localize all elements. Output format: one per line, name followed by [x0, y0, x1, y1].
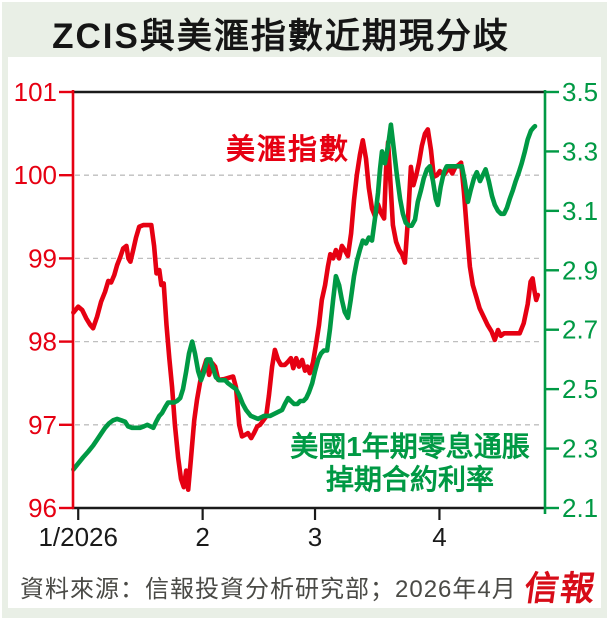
left-axis-tick-label: 97	[28, 410, 57, 440]
right-axis-tick-label: 2.1	[562, 493, 598, 523]
zcis-series-label-line1: 美國1年期零息通脹	[290, 431, 530, 462]
left-axis-tick-label: 96	[28, 493, 57, 523]
right-axis-tick-label: 2.5	[562, 374, 598, 404]
left-axis-tick-label: 98	[28, 327, 57, 357]
left-axis-tick-label: 101	[14, 77, 57, 107]
source-note: 資料來源：信報投資分析研究部；2026年4月	[20, 576, 517, 603]
right-axis-tick-label: 3.3	[562, 136, 598, 166]
series-line-usd-index	[71, 127, 541, 493]
right-axis-tick-label: 3.5	[562, 77, 598, 107]
usd-index-series-label: 美滙指數	[225, 134, 351, 166]
x-axis-tick-label: 3	[308, 522, 322, 552]
hkej-logo: 信報	[521, 571, 600, 608]
right-axis-tick-label: 3.1	[562, 196, 598, 226]
left-axis-tick-label: 100	[14, 160, 57, 190]
left-axis-tick-label: 99	[28, 243, 57, 273]
right-axis-tick-label: 2.7	[562, 315, 598, 345]
right-axis-tick-label: 2.3	[562, 434, 598, 464]
series-line-zcis	[71, 122, 538, 472]
x-axis-tick-label: 4	[432, 522, 446, 552]
right-axis-tick-label: 2.9	[562, 255, 598, 285]
chart-title: ZCIS與美滙指數近期現分歧	[52, 17, 510, 56]
x-axis-tick-label: 1/2026	[38, 522, 118, 552]
zcis-series-label-line2: 掉期合約利率	[325, 464, 495, 495]
x-axis-tick-label: 2	[195, 522, 209, 552]
zcis-series-label: 美國1年期零息通脹 掉期合約利率	[290, 430, 530, 496]
